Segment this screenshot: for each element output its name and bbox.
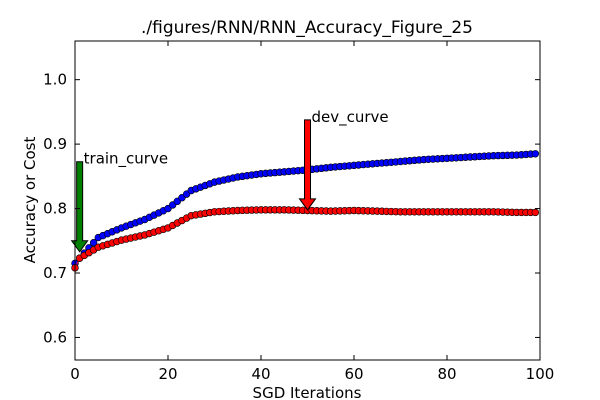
- y-tick-label-1: 0.7: [43, 264, 67, 282]
- series-group: [71, 150, 540, 272]
- annotation-arrow-2: [298, 119, 317, 211]
- annotation-label-2: dev_curve: [312, 108, 389, 127]
- x-tick-label-0: 0: [70, 365, 80, 383]
- axes-group: 0 20 40 60 80 100 0.6 0.7 0.8 0.9 1.0: [43, 40, 555, 383]
- y-axis-label: Accuracy or Cost: [21, 137, 39, 264]
- series-1-point-99: [531, 150, 540, 158]
- annotation-label-1: train_curve: [84, 150, 168, 169]
- chart-title: ./figures/RNN/RNN_Accuracy_Figure_25: [141, 18, 473, 38]
- annotation-arrow-1: [70, 161, 89, 253]
- plot-frame: [74, 40, 541, 361]
- y-tick-label-4: 1.0: [43, 71, 67, 89]
- annotation-group: train_curve dev_curve: [70, 108, 389, 253]
- y-tick-label-3: 0.9: [43, 135, 67, 153]
- x-tick-label-5: 100: [526, 365, 555, 383]
- x-tick-label-4: 80: [437, 365, 456, 383]
- x-tick-label-1: 20: [158, 365, 177, 383]
- x-axis-label: SGD Iterations: [253, 384, 362, 400]
- x-tick-label-3: 60: [344, 365, 363, 383]
- series-2-point-99: [531, 208, 540, 217]
- y-tick-label-0: 0.6: [43, 328, 67, 346]
- series-1-point-4: [89, 239, 98, 247]
- y-tick-label-2: 0.8: [43, 200, 67, 218]
- x-tick-label-2: 40: [251, 365, 270, 383]
